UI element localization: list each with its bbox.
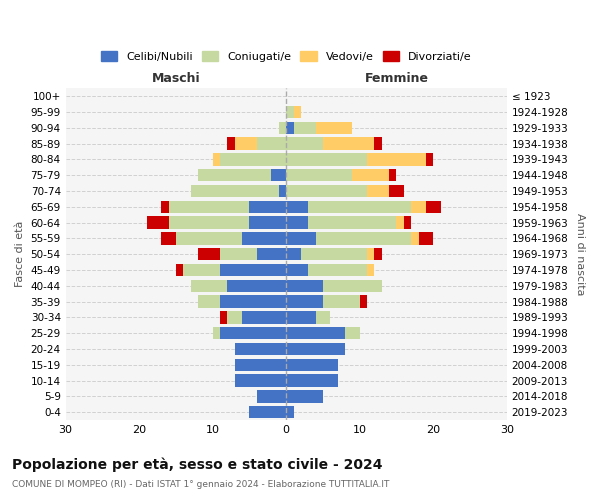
Bar (286, 343, 345, 355)
Bar (286, 248, 301, 260)
Bar (220, 327, 286, 340)
Bar (323, 296, 360, 308)
Bar (397, 216, 404, 229)
Bar (352, 169, 389, 181)
Bar (191, 280, 227, 292)
Bar (235, 343, 286, 355)
Bar (212, 327, 220, 340)
Bar (286, 280, 323, 292)
Bar (411, 200, 426, 213)
Bar (367, 154, 426, 166)
Bar (308, 216, 397, 229)
Bar (345, 327, 360, 340)
Bar (235, 374, 286, 387)
Bar (426, 200, 440, 213)
Legend: Celibi/Nubili, Coniugati/e, Vedovi/e, Divorziati/e: Celibi/Nubili, Coniugati/e, Vedovi/e, Di… (97, 48, 475, 65)
Bar (235, 138, 257, 150)
Bar (367, 248, 374, 260)
Bar (286, 185, 367, 197)
Bar (257, 138, 286, 150)
Bar (286, 169, 352, 181)
Bar (411, 232, 419, 244)
Bar (367, 264, 374, 276)
Bar (316, 232, 411, 244)
Bar (286, 390, 323, 402)
Bar (220, 312, 227, 324)
Bar (257, 390, 286, 402)
Bar (169, 200, 250, 213)
Bar (227, 280, 286, 292)
Bar (250, 216, 286, 229)
Bar (286, 138, 323, 150)
Bar (227, 312, 242, 324)
Bar (198, 169, 271, 181)
Bar (389, 169, 397, 181)
Bar (279, 122, 286, 134)
Bar (286, 358, 338, 371)
Bar (242, 312, 286, 324)
Text: Femmine: Femmine (364, 72, 428, 85)
Bar (293, 106, 301, 118)
Bar (183, 264, 220, 276)
Bar (242, 232, 286, 244)
Bar (198, 296, 220, 308)
Bar (286, 406, 293, 418)
Bar (220, 248, 257, 260)
Bar (286, 122, 293, 134)
Bar (293, 122, 316, 134)
Bar (279, 185, 286, 197)
Y-axis label: Anni di nascita: Anni di nascita (575, 213, 585, 296)
Bar (286, 154, 367, 166)
Bar (316, 122, 352, 134)
Bar (161, 232, 176, 244)
Bar (301, 248, 367, 260)
Bar (286, 106, 293, 118)
Bar (308, 200, 411, 213)
Bar (146, 216, 169, 229)
Bar (250, 406, 286, 418)
Bar (323, 138, 374, 150)
Bar (316, 312, 331, 324)
Bar (257, 248, 286, 260)
Bar (286, 327, 345, 340)
Bar (286, 232, 316, 244)
Text: COMUNE DI MOMPEO (RI) - Dati ISTAT 1° gennaio 2024 - Elaborazione TUTTITALIA.IT: COMUNE DI MOMPEO (RI) - Dati ISTAT 1° ge… (12, 480, 389, 489)
Bar (176, 264, 183, 276)
Bar (367, 185, 389, 197)
Bar (419, 232, 433, 244)
Bar (323, 280, 382, 292)
Bar (220, 154, 286, 166)
Bar (286, 296, 323, 308)
Bar (286, 200, 308, 213)
Bar (250, 200, 286, 213)
Bar (374, 248, 382, 260)
Bar (220, 264, 286, 276)
Bar (169, 216, 250, 229)
Bar (374, 138, 382, 150)
Bar (227, 138, 235, 150)
Bar (286, 216, 308, 229)
Bar (286, 374, 338, 387)
Bar (286, 264, 308, 276)
Bar (220, 296, 286, 308)
Y-axis label: Fasce di età: Fasce di età (15, 221, 25, 288)
Bar (235, 358, 286, 371)
Bar (161, 200, 169, 213)
Bar (271, 169, 286, 181)
Text: Popolazione per età, sesso e stato civile - 2024: Popolazione per età, sesso e stato civil… (12, 458, 383, 472)
Bar (360, 296, 367, 308)
Bar (404, 216, 411, 229)
Bar (198, 248, 220, 260)
Bar (176, 232, 242, 244)
Bar (286, 312, 316, 324)
Bar (212, 154, 220, 166)
Bar (191, 185, 279, 197)
Bar (308, 264, 367, 276)
Bar (426, 154, 433, 166)
Text: Maschi: Maschi (152, 72, 200, 85)
Bar (389, 185, 404, 197)
